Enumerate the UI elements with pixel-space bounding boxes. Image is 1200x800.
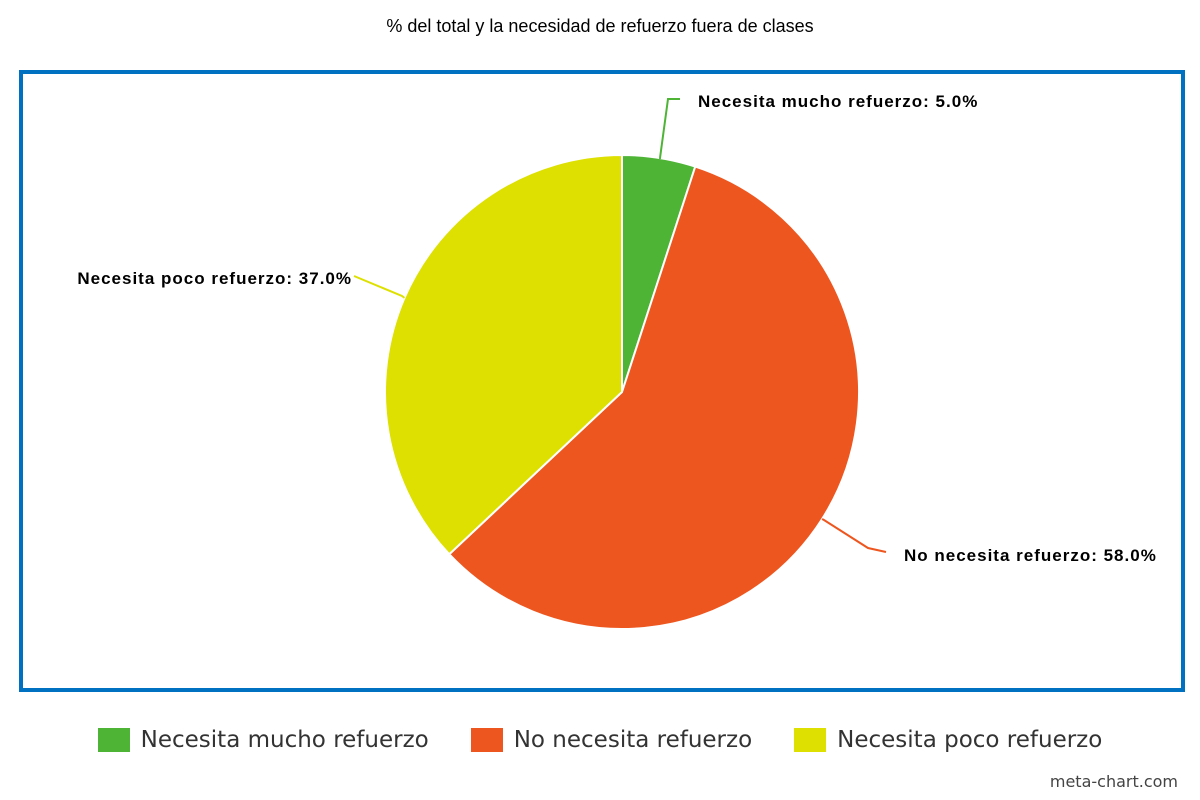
- chart-title: % del total y la necesidad de refuerzo f…: [386, 16, 814, 36]
- legend-swatch: [97, 728, 130, 752]
- plot-area-frame: [19, 70, 1185, 692]
- legend-item-necesita-poco[interactable]: Necesita poco refuerzo: [794, 727, 1102, 753]
- legend-item-necesita-mucho[interactable]: Necesita mucho refuerzo: [97, 727, 429, 753]
- legend-item-no-necesita[interactable]: No necesita refuerzo: [470, 727, 753, 753]
- slice-label-2: Necesita poco refuerzo: 37.0%: [77, 269, 352, 288]
- legend: Necesita mucho refuerzo No necesita refu…: [0, 723, 1200, 757]
- watermark[interactable]: meta-chart.com: [1049, 772, 1178, 791]
- legend-swatch: [794, 728, 827, 752]
- leader-line-1: [821, 518, 887, 553]
- legend-label: Necesita poco refuerzo: [837, 727, 1103, 753]
- legend-label: No necesita refuerzo: [513, 727, 753, 753]
- legend-label: Necesita mucho refuerzo: [140, 727, 429, 753]
- leader-line-2: [353, 275, 406, 299]
- legend-swatch: [470, 728, 503, 752]
- slice-label-0: Necesita mucho refuerzo: 5.0%: [698, 92, 978, 111]
- slice-label-1: No necesita refuerzo: 58.0%: [904, 546, 1157, 565]
- leader-line-0: [658, 98, 680, 160]
- pie-slice-2[interactable]: [384, 153, 623, 556]
- pie-slice-1[interactable]: [447, 165, 860, 630]
